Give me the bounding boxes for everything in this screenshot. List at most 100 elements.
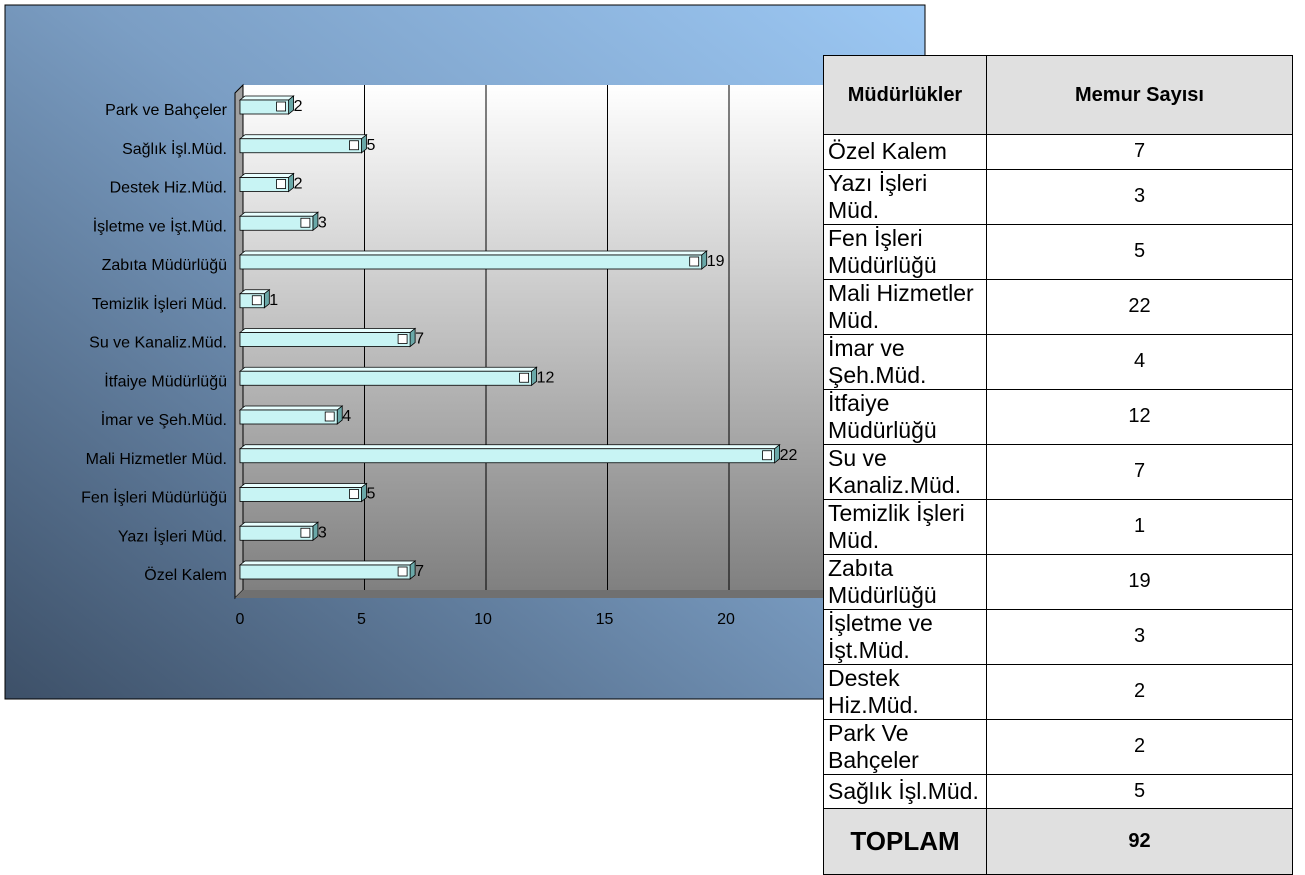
data-label: 7 — [415, 563, 424, 580]
table-row: Zabıta Müdürlüğü 19 — [823, 553, 1293, 610]
bar — [239, 487, 362, 502]
data-label: 1 — [269, 292, 278, 309]
bar — [239, 138, 362, 154]
table-cell: 3 — [986, 168, 1293, 225]
bar-top — [238, 250, 708, 256]
table-cell: 22 — [986, 278, 1293, 335]
bar-top — [238, 134, 368, 140]
x-tick-label: 20 — [717, 611, 735, 628]
bar-marker — [276, 179, 287, 189]
table-cell: İşletme ve İşt.Müd. — [823, 608, 987, 665]
bar — [239, 448, 775, 464]
table-cell: Fen İşleri Müdürlüğü — [823, 223, 987, 280]
table-cell: İmar ve Şeh.Müd. — [823, 333, 987, 390]
data-label: 5 — [367, 486, 376, 503]
bar-marker — [762, 450, 772, 461]
y-tick-label: Sağlık İşl.Müd. — [122, 139, 227, 158]
bar-top — [238, 444, 781, 450]
table-row: Mali Hizmetler Müd. 22 — [823, 278, 1293, 335]
table-row: Fen İşleri Müdürlüğü 5 — [823, 223, 1293, 280]
table-row: Su ve Kanaliz.Müd. 7 — [823, 443, 1293, 500]
bar — [239, 215, 314, 231]
y-tick-label: Yazı İşleri Müd. — [118, 526, 227, 545]
table-cell: 92 — [986, 808, 1293, 875]
table-cell: Mali Hizmetler Müd. — [823, 278, 987, 335]
table-cell: Destek Hiz.Müd. — [823, 663, 987, 720]
bar — [239, 254, 703, 270]
bar-marker — [349, 140, 359, 151]
x-tick-label: 0 — [236, 611, 245, 628]
table-cell: Sağlık İşl.Müd. — [823, 773, 987, 809]
plot-wall — [243, 85, 851, 590]
x-tick-label: 5 — [357, 611, 366, 628]
table-row: İtfaiye Müdürlüğü 12 — [823, 388, 1293, 445]
table-row: Destek Hiz.Müd. 2 — [823, 663, 1293, 720]
y-tick-label: Fen İşleri Müdürlüğü — [81, 488, 227, 507]
bar-marker — [397, 566, 408, 577]
bar-marker — [251, 295, 262, 306]
table-cell: İtfaiye Müdürlüğü — [823, 388, 987, 445]
bar-marker — [519, 372, 529, 383]
table-row: Temizlik İşleri Müd. 1 — [823, 498, 1293, 555]
y-tick-label: İmar ve Şeh.Müd. — [101, 410, 227, 429]
data-label: 2 — [294, 98, 303, 115]
bar-marker — [349, 489, 359, 499]
data-label: 3 — [318, 214, 327, 231]
bar — [239, 332, 411, 347]
table-cell: 5 — [986, 223, 1293, 280]
bar-top — [238, 483, 368, 488]
y-tick-label: İşletme ve İşt.Müd. — [93, 216, 227, 235]
table-cell: 7 — [986, 443, 1293, 500]
x-tick-label: 10 — [474, 611, 492, 628]
data-label: 22 — [780, 447, 798, 464]
table-cell: 3 — [986, 608, 1293, 665]
bar-marker — [300, 217, 311, 228]
header: Müdürlükler — [823, 55, 987, 135]
data-label: 4 — [342, 408, 351, 425]
data-table: Müdürlükler Memur Sayısı Özel Kalem 7 Yazı … — [823, 55, 1293, 875]
y-tick-label: Destek Hiz.Müd. — [110, 180, 227, 197]
bar-top — [238, 211, 320, 217]
table-cell: TOPLAM — [823, 808, 987, 875]
y-tick-label: Zabıta Müdürlüğü — [102, 257, 227, 274]
y-tick-label: İtfaiye Müdürlüğü — [104, 371, 227, 390]
y-tick-label: Mali Hizmetler Müd. — [86, 451, 227, 468]
bar-marker — [276, 101, 287, 112]
table-cell: 7 — [986, 134, 1293, 170]
floor — [235, 590, 851, 598]
data-label: 5 — [367, 137, 376, 154]
bar-marker — [689, 256, 700, 267]
bar-marker — [324, 411, 335, 422]
table-row: Özel Kalem 7 — [823, 134, 1293, 170]
data-label: 12 — [537, 369, 555, 386]
data-label: 3 — [318, 524, 327, 541]
y-tick-label: Park ve Bahçeler — [105, 102, 228, 119]
table-row: TOPLAM 92 — [823, 808, 1293, 875]
table-row: İşletme ve İşt.Müd. 3 — [823, 608, 1293, 665]
table-row: Park Ve Bahçeler 2 — [823, 718, 1293, 775]
table-cell: Park Ve Bahçeler — [823, 718, 987, 775]
bar-marker — [397, 334, 408, 344]
table-row: Sağlık İşl.Müd. 5 — [823, 773, 1293, 809]
x-tick-label: 15 — [596, 611, 614, 628]
bar-top — [238, 173, 295, 178]
table-cell: Temizlik İşleri Müd. — [823, 498, 987, 555]
table-cell: 4 — [986, 333, 1293, 390]
table-cell: Özel Kalem — [823, 134, 987, 170]
table-cell: 19 — [986, 553, 1293, 610]
bar-top — [238, 560, 417, 566]
data-label: 2 — [294, 176, 303, 193]
y-tick-label: Özel Kalem — [144, 566, 227, 584]
data-label: 19 — [707, 253, 725, 270]
bar-top — [238, 328, 417, 333]
bar-marker — [300, 527, 311, 538]
table-cell: 12 — [986, 388, 1293, 445]
bar-top — [238, 521, 320, 527]
table-cell: Yazı İşleri Müd. — [823, 168, 987, 225]
data-label: 7 — [415, 331, 424, 348]
bar — [239, 525, 314, 541]
y-tick-label: Su ve Kanaliz.Müd. — [89, 335, 227, 352]
bar-top — [238, 405, 344, 411]
table-cell: 5 — [986, 773, 1293, 809]
table-cell: Zabıta Müdürlüğü — [823, 553, 987, 610]
